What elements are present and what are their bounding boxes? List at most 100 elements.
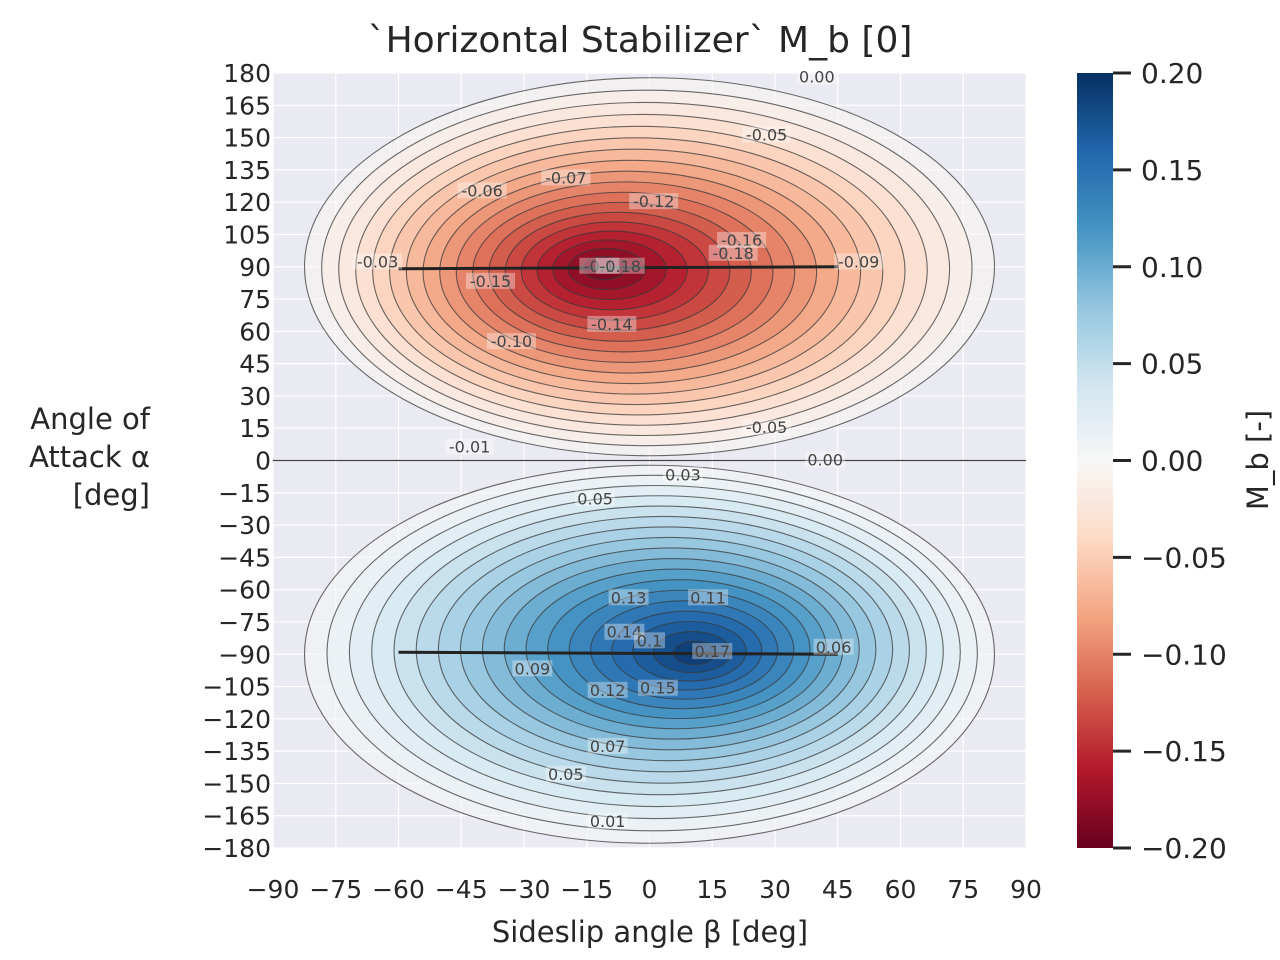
x-tick-label: 45 — [822, 875, 854, 904]
contour-label-bg — [512, 660, 553, 677]
contour-label: 0.17 — [694, 642, 730, 661]
contour-label: -0.14 — [591, 315, 632, 334]
contour-label: -0.09 — [838, 252, 879, 271]
contour-line — [321, 89, 973, 447]
colorbar-tick-label: −0.20 — [1141, 832, 1227, 865]
contour-label-bg — [742, 126, 792, 143]
contour-label: -0.03 — [357, 252, 398, 271]
contour-line — [459, 536, 877, 762]
x-tick-label: −90 — [247, 875, 300, 904]
contour-line — [632, 620, 747, 682]
contour-labels: 0.00-0.05-0.06-0.07-0.12-0.16-0.18-0.03-… — [353, 67, 884, 831]
contour-label: 0.03 — [665, 466, 701, 485]
contour-label: -0.10 — [491, 332, 532, 351]
contour-label-bg — [629, 193, 679, 210]
contour-label-bg — [834, 253, 884, 270]
contour-line — [481, 547, 860, 751]
contour-label-bg — [604, 623, 645, 640]
contour-line — [393, 505, 927, 796]
contour-label: -0.15 — [470, 272, 511, 291]
y-tick-label: −105 — [202, 673, 271, 702]
contour-line — [547, 579, 811, 720]
y-tick-label: −75 — [218, 608, 271, 637]
y-tick-label: 30 — [239, 382, 271, 411]
y-tick-label: 105 — [223, 220, 271, 249]
contour-label-bg — [457, 182, 507, 199]
x-tick-label: 0 — [642, 875, 658, 904]
y-tick-label: −180 — [202, 834, 271, 863]
y-tick-label: 45 — [239, 350, 271, 379]
y-axis-label-line-2: Attack α — [29, 440, 150, 474]
plot-area: 0.00-0.05-0.06-0.07-0.12-0.16-0.18-0.03-… — [272, 67, 1027, 849]
x-tick-label: −30 — [498, 875, 551, 904]
contour-line — [422, 159, 840, 385]
contour-line — [326, 474, 978, 832]
discontinuity-line — [398, 650, 838, 656]
colorbar-tick-label: 0.15 — [1141, 154, 1203, 187]
x-tick-label: −60 — [372, 875, 425, 904]
contour-label-bg — [579, 257, 620, 274]
y-tick-label: −15 — [218, 479, 271, 508]
x-tick-label: −75 — [309, 875, 362, 904]
y-tick-label: −60 — [218, 576, 271, 605]
y-axis-label: Angle of Attack α [deg] — [29, 402, 151, 512]
y-tick-label: −150 — [202, 769, 271, 798]
contour-line — [415, 515, 910, 784]
contour-line — [503, 557, 844, 740]
x-axis-ticks: −90 −75 −60 −45 −30 −15 0 15 30 45 60 75 90 — [247, 875, 1042, 904]
contour-label-bg — [608, 589, 649, 606]
chart-title: `Horizontal Stabilizer` M_b [0] — [368, 20, 913, 61]
contour-label: -0.18 — [712, 244, 753, 263]
contour-line — [590, 600, 779, 700]
x-tick-label: −15 — [560, 875, 613, 904]
contour-label-bg — [466, 272, 516, 289]
contour-label: -0.05 — [746, 418, 787, 437]
x-axis-label: Sideslip angle β [deg] — [492, 915, 808, 949]
colorbar: 0.20 0.15 0.10 0.05 0.00 −0.05 −0.10 −0.15 −0.20… — [1077, 57, 1275, 865]
contour-label: 0.07 — [590, 737, 626, 756]
contour-line — [355, 113, 928, 426]
contour-label: 0.06 — [816, 638, 852, 657]
contour-line — [472, 191, 774, 353]
x-tick-label: 90 — [1010, 875, 1042, 904]
contour-line — [437, 526, 894, 773]
contour-line — [303, 464, 996, 844]
y-tick-label: −120 — [202, 705, 271, 734]
contour-label-bg — [587, 737, 628, 754]
contour-label: 0.14 — [607, 623, 643, 642]
y-tick-label: −45 — [218, 543, 271, 572]
contour-label: 0.1 — [637, 631, 662, 650]
y-tick-label: 150 — [223, 124, 271, 153]
contour-label: -0.1 — [584, 257, 615, 276]
contour-label-bg — [796, 68, 837, 85]
contour-label-bg — [662, 466, 703, 483]
contour-line — [372, 125, 906, 416]
colorbar-tick-label: 0.20 — [1141, 57, 1203, 90]
contour-line — [536, 230, 688, 311]
x-tick-label: −45 — [435, 875, 488, 904]
contour-label-bg — [587, 681, 628, 698]
contour-label: -0.18 — [600, 257, 641, 276]
contour-label: 0.09 — [515, 659, 551, 678]
y-tick-label: 90 — [239, 253, 271, 282]
contour-label-bg — [353, 253, 403, 270]
y-tick-label: −90 — [218, 640, 271, 669]
discontinuity-line — [398, 265, 838, 271]
contour-line — [439, 170, 818, 374]
contour-label-bg — [708, 244, 758, 261]
y-tick-label: 180 — [223, 59, 271, 88]
x-tick-label: 15 — [696, 875, 728, 904]
contour-label: 0.11 — [690, 588, 726, 607]
y-tick-label: 75 — [239, 285, 271, 314]
y-tick-label: 0 — [255, 447, 271, 476]
colorbar-tick-label: −0.05 — [1141, 541, 1227, 574]
contour-label: 0.13 — [611, 588, 647, 607]
colorbar-gradient — [1077, 73, 1113, 848]
y-tick-label: 15 — [239, 414, 271, 443]
contour-label-bg — [805, 451, 846, 468]
contour-line — [338, 101, 951, 437]
contour-line — [348, 484, 961, 820]
y-axis-label-line-3: [deg] — [73, 478, 150, 512]
contour-label-bg — [575, 490, 616, 507]
y-tick-label: −135 — [202, 737, 271, 766]
